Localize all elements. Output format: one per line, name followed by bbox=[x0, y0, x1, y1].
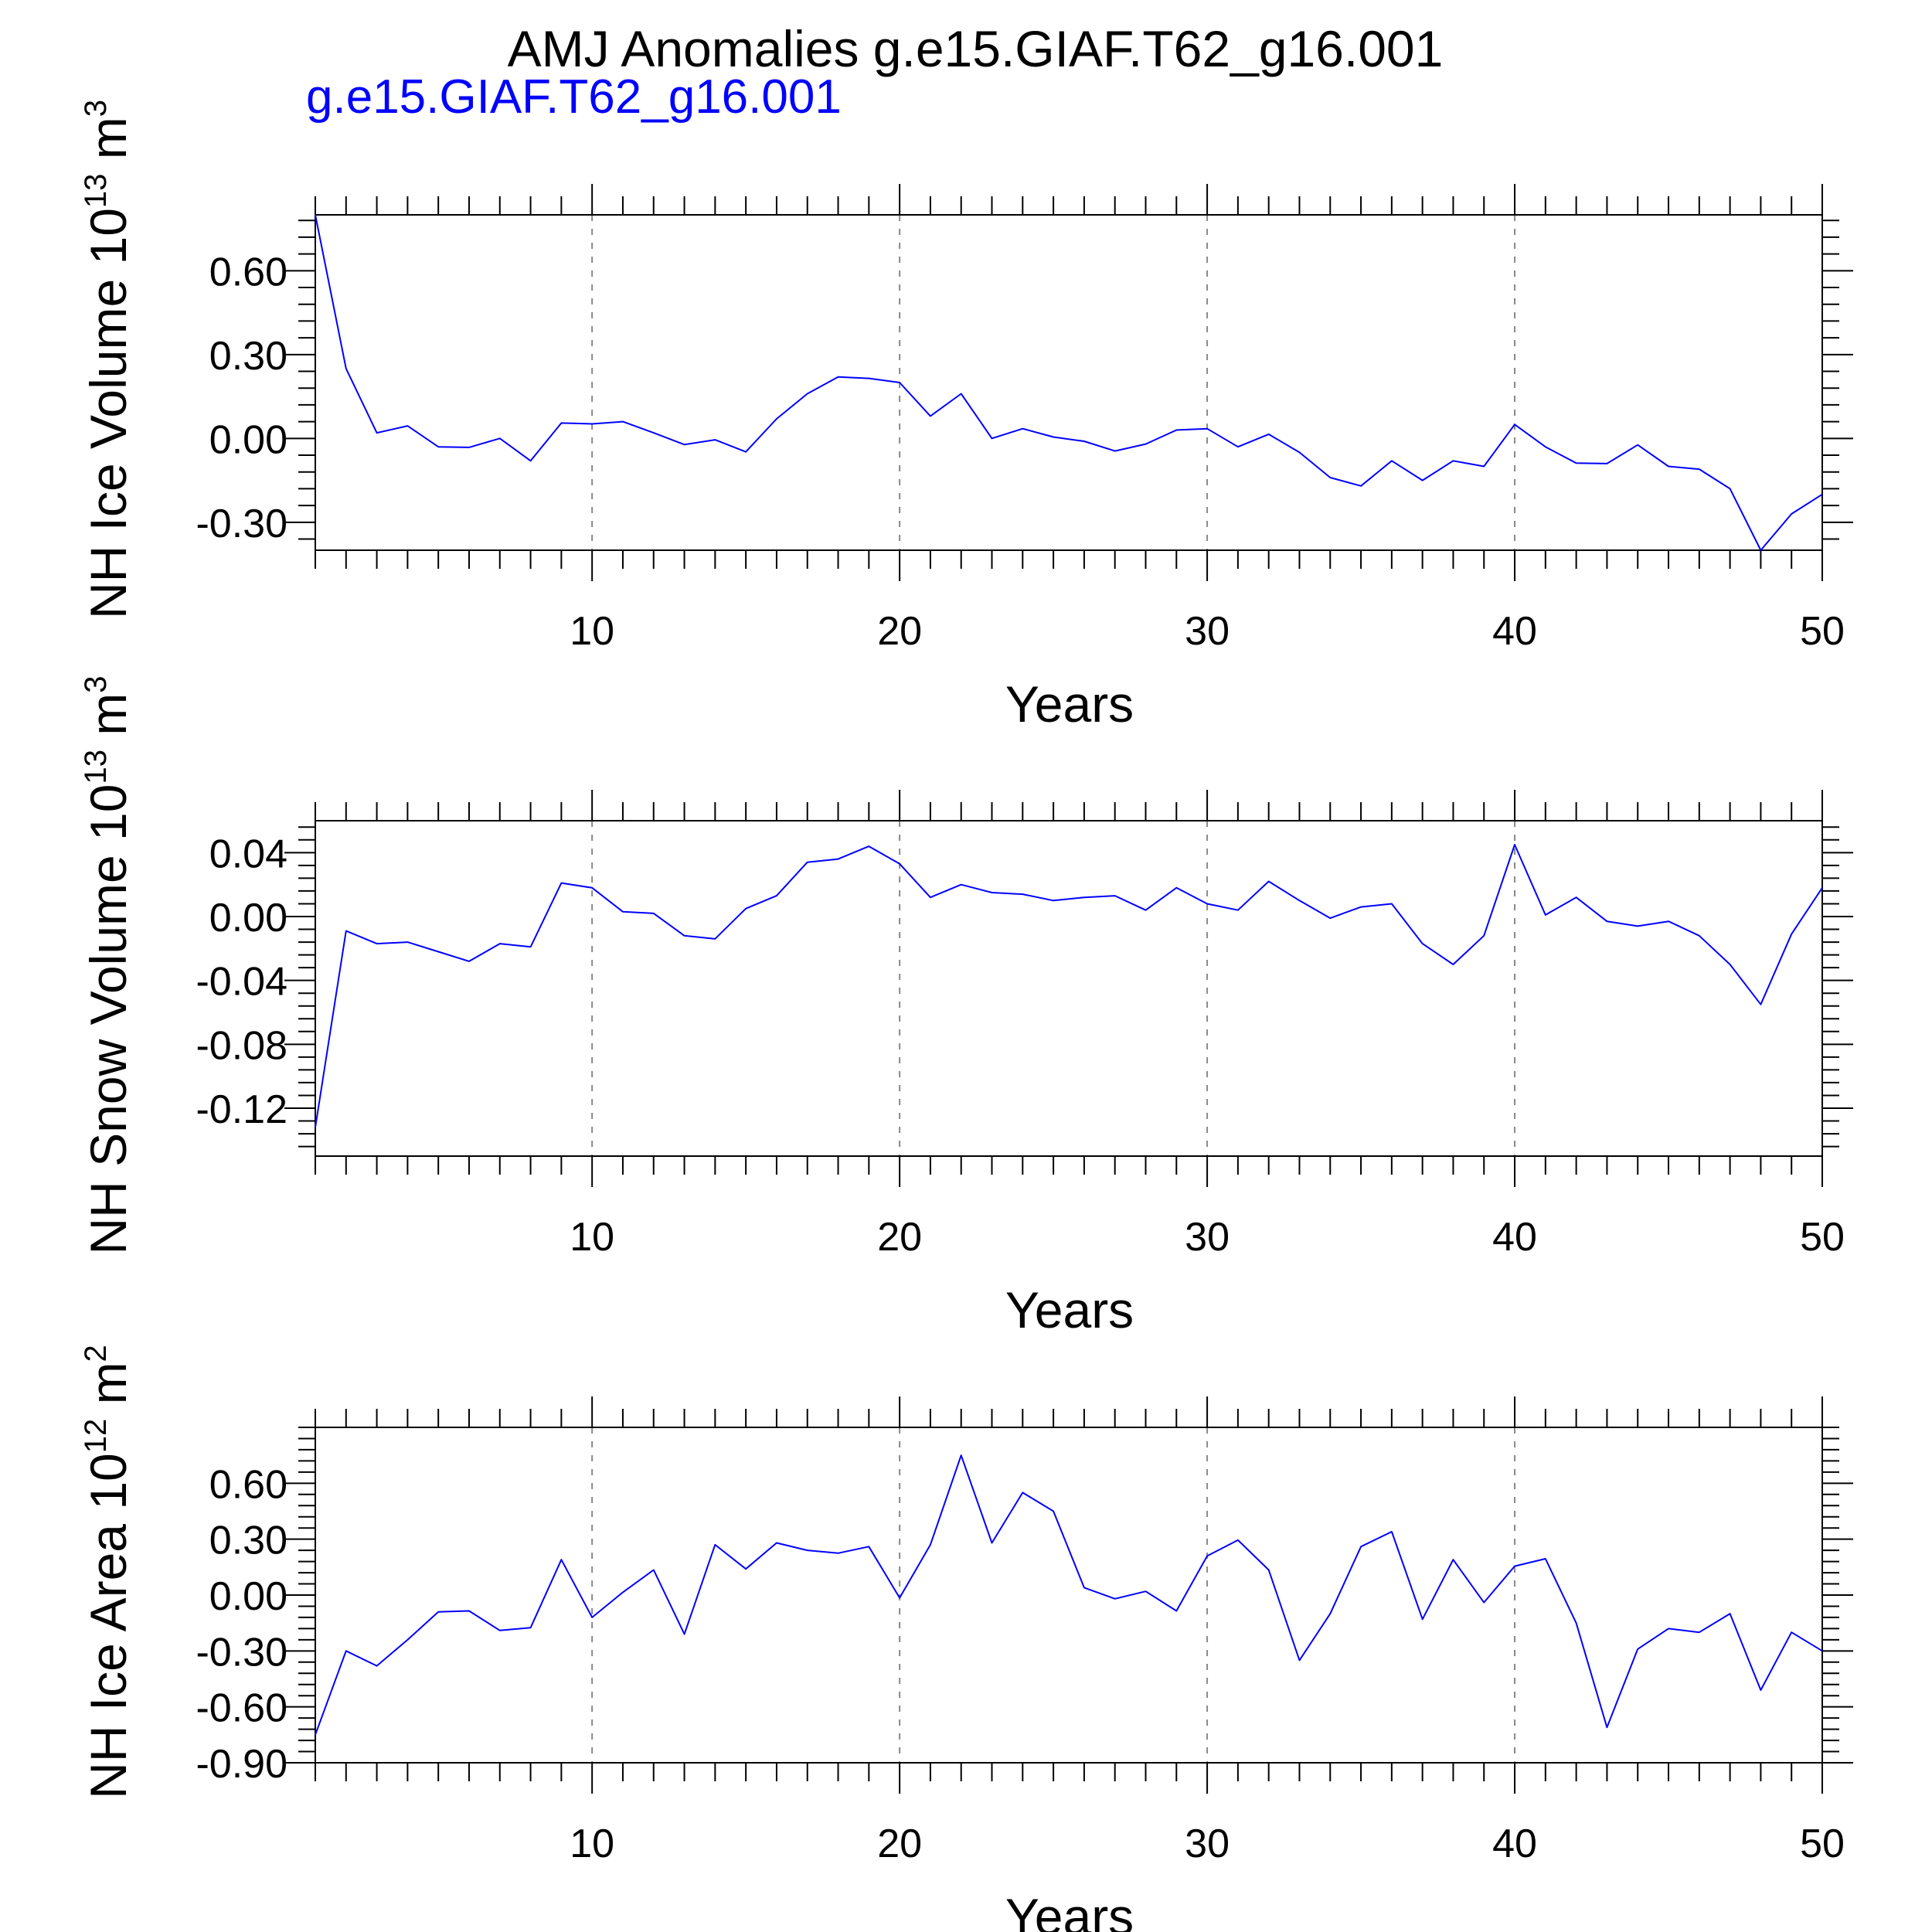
x-tick-label: 10 bbox=[570, 1215, 614, 1260]
y-tick-label: -0.12 bbox=[196, 1087, 287, 1132]
x-axis-title: Years bbox=[1005, 1888, 1134, 1932]
x-tick-label: 20 bbox=[877, 1215, 922, 1260]
series-line bbox=[315, 214, 1823, 551]
y-tick-label: -0.60 bbox=[196, 1686, 287, 1731]
x-axis-title: Years bbox=[1005, 675, 1134, 733]
plot-frame bbox=[315, 214, 1823, 551]
chart-panel-3: 10 20 30 40 50 Years -0.90 -0.60 -0.30 0.00 0.30 0.… bbox=[79, 1345, 1853, 1932]
x-tick-label: 50 bbox=[1800, 1821, 1845, 1866]
y-axis-title: NH Ice Area 1012 m2 bbox=[79, 1345, 137, 1799]
x-tick-label: 30 bbox=[1185, 609, 1230, 654]
y-tick-label: 0.00 bbox=[209, 896, 287, 940]
y-tick-label: 0.60 bbox=[209, 1462, 287, 1507]
x-tick-label: 50 bbox=[1800, 609, 1845, 654]
chart-panels: 10 20 30 40 50 Years -0.30 0.00 0.30 0.60 NH Ice V… bbox=[79, 100, 1853, 1932]
figure-title: AMJ Anomalies g.e15.GIAF.T62_g16.001 bbox=[508, 20, 1444, 77]
x-tick-label: 40 bbox=[1492, 609, 1537, 654]
x-tick-label: 20 bbox=[877, 1821, 922, 1866]
plot-frame bbox=[315, 820, 1823, 1157]
y-tick-label: 0.30 bbox=[209, 334, 287, 379]
plot-frame bbox=[315, 1427, 1823, 1764]
x-tick-label: 40 bbox=[1492, 1215, 1537, 1260]
y-axis-title: NH Snow Volume 1013 m3 bbox=[79, 675, 137, 1254]
series-line bbox=[315, 844, 1823, 1128]
x-tick-label: 10 bbox=[570, 609, 614, 654]
y-tick-label: -0.08 bbox=[196, 1023, 287, 1068]
y-tick-label: -0.90 bbox=[196, 1742, 287, 1787]
y-tick-label: -0.04 bbox=[196, 960, 287, 1005]
x-tick-label: 40 bbox=[1492, 1821, 1537, 1866]
y-tick-label: -0.30 bbox=[196, 1630, 287, 1675]
y-tick-label: 0.30 bbox=[209, 1519, 287, 1563]
y-tick-label: 0.00 bbox=[209, 1574, 287, 1619]
y-axis-title: NH Ice Volume 1013 m3 bbox=[79, 100, 137, 619]
series-line bbox=[315, 1454, 1823, 1736]
chart-panel-2: 10 20 30 40 50 Years -0.12 -0.08 -0.04 0.00 0.04 NH… bbox=[79, 675, 1853, 1338]
y-tick-label: -0.30 bbox=[196, 502, 287, 546]
x-tick-label: 10 bbox=[570, 1821, 614, 1866]
legend-label: g.e15.GIAF.T62_g16.001 bbox=[306, 70, 842, 124]
chart-panel-1: 10 20 30 40 50 Years -0.30 0.00 0.30 0.60 NH Ice V… bbox=[79, 100, 1853, 733]
x-tick-label: 20 bbox=[877, 609, 922, 654]
y-tick-label: 0.60 bbox=[209, 250, 287, 294]
x-tick-label: 30 bbox=[1185, 1821, 1230, 1866]
y-tick-label: 0.00 bbox=[209, 417, 287, 462]
x-axis-title: Years bbox=[1005, 1281, 1134, 1338]
x-tick-label: 30 bbox=[1185, 1215, 1230, 1260]
y-tick-label: 0.04 bbox=[209, 832, 287, 876]
x-tick-label: 50 bbox=[1800, 1215, 1845, 1260]
